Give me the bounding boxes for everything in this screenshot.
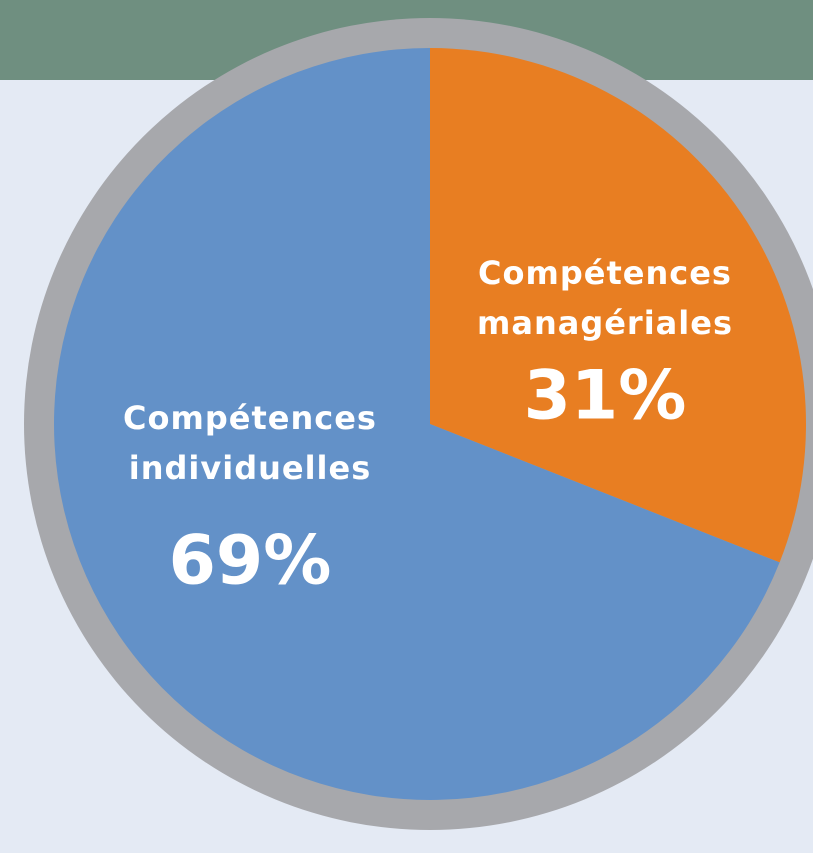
slice-label: Compétences individuelles	[123, 399, 377, 487]
slice-label: Compétences managériales	[477, 254, 733, 342]
pie-slice	[53, 48, 780, 800]
value-label: 69%	[169, 522, 332, 601]
pie	[53, 48, 806, 800]
pie-labels: Compétences managériales 31% Compétences ind…	[123, 254, 733, 601]
pie-slice	[430, 48, 806, 563]
value-label: 31%	[524, 357, 687, 436]
